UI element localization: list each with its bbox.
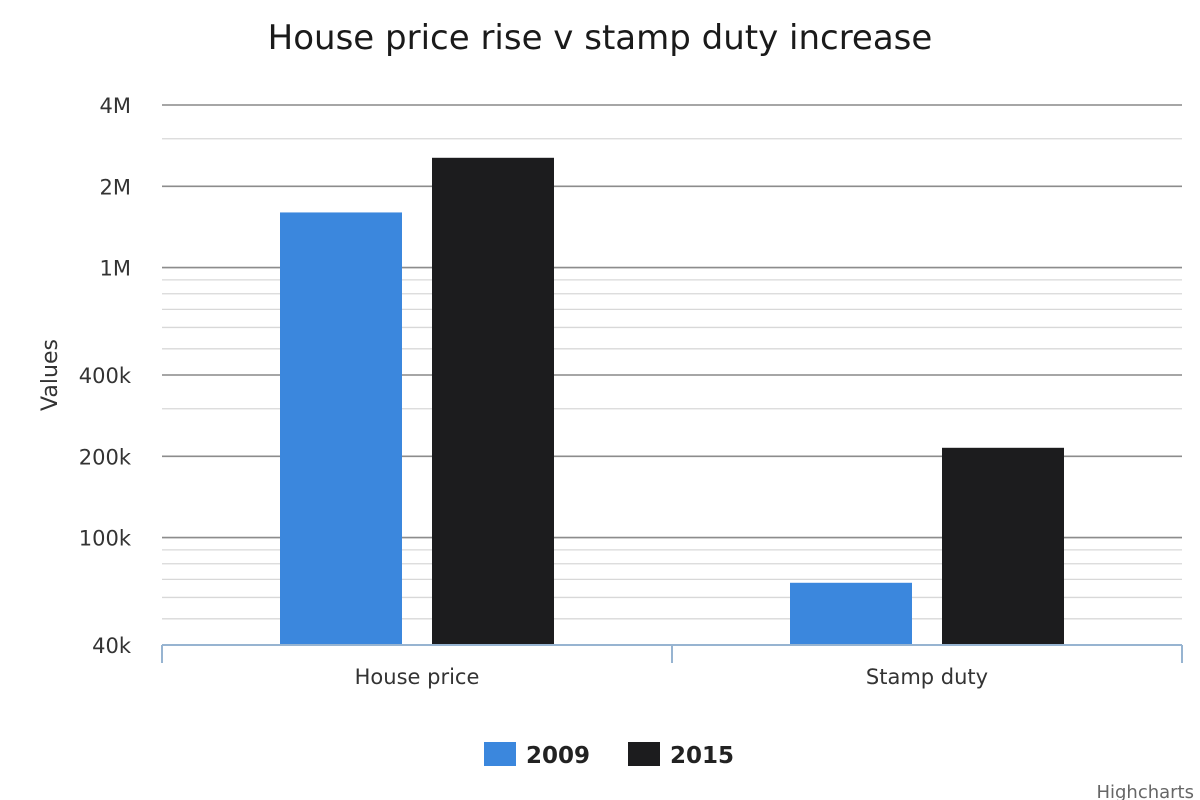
- legend-swatch: [628, 742, 660, 766]
- bar-2009-house-price[interactable]: [280, 212, 402, 646]
- legend-label: 2015: [670, 743, 734, 769]
- legend-item-2015[interactable]: 2015: [628, 742, 734, 769]
- bar-2015-house-price[interactable]: [432, 157, 554, 645]
- bars: [280, 157, 1064, 646]
- y-tick-label: 100k: [79, 527, 132, 551]
- x-axis: [161, 644, 1183, 663]
- y-tick-label: 1M: [100, 257, 131, 281]
- x-axis-ticks: House price Stamp duty: [355, 665, 988, 689]
- y-tick-label: 40k: [92, 634, 132, 658]
- y-axis-label: Values: [38, 339, 63, 411]
- y-tick-label: 4M: [100, 94, 131, 118]
- legend-swatch: [484, 742, 516, 766]
- legend-label: 2009: [526, 743, 590, 769]
- y-tick-label: 400k: [79, 364, 132, 388]
- credits[interactable]: Highcharts: [1096, 782, 1194, 800]
- x-tick-label: Stamp duty: [866, 665, 988, 689]
- legend: 2009 2015: [484, 742, 734, 769]
- y-tick-label: 200k: [79, 445, 132, 469]
- bar-2015-stamp-duty[interactable]: [942, 447, 1064, 645]
- y-tick-label: 2M: [100, 175, 131, 199]
- y-axis-ticks: 40k 100k 200k 400k 1M 2M 4M: [79, 94, 132, 658]
- bar-2009-stamp-duty[interactable]: [790, 582, 912, 645]
- legend-item-2009[interactable]: 2009: [484, 742, 590, 769]
- chart-title: House price rise v stamp duty increase: [268, 18, 933, 58]
- x-tick-label: House price: [355, 665, 480, 689]
